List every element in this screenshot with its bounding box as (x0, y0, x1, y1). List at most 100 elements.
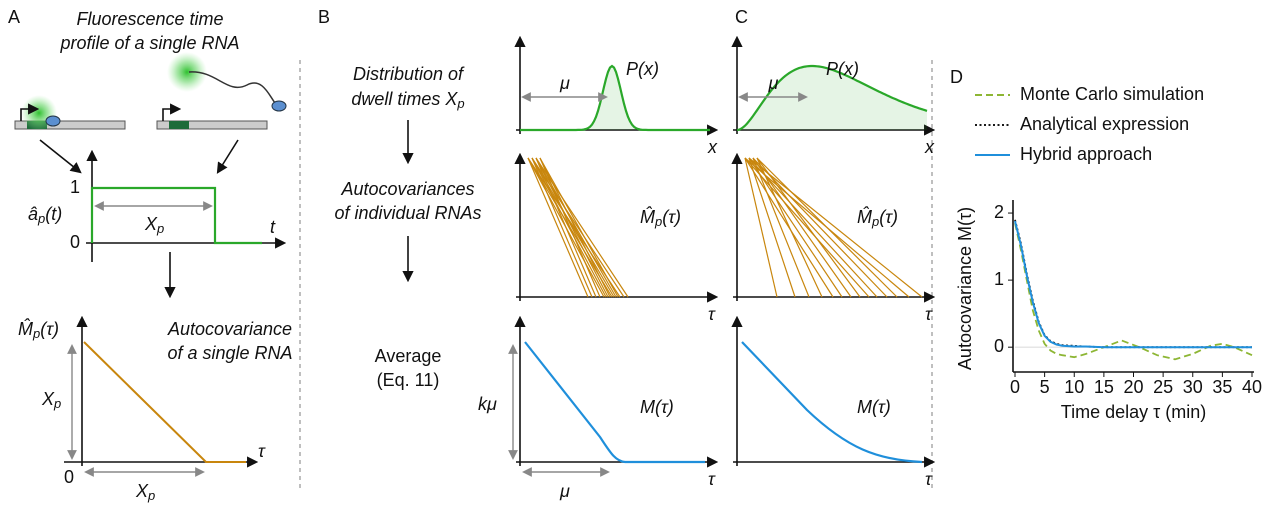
text: (τ) (40, 319, 59, 339)
autocov-line (744, 157, 910, 298)
tick-label: 1 (70, 177, 80, 197)
step-text: Distribution of (353, 64, 465, 84)
text: p (871, 214, 879, 229)
y-axis-label: Autocovariance M(τ) (955, 207, 975, 370)
axis-label: M̂p(τ) (18, 318, 59, 342)
dimension-label: kμ (478, 394, 497, 414)
text: p (32, 326, 40, 341)
text: p (147, 488, 155, 503)
autocov-line (531, 157, 615, 298)
dimension-label: Xp (144, 214, 164, 237)
average-curve (741, 341, 923, 464)
text: (t) (45, 204, 62, 224)
autocov-line (535, 157, 609, 298)
step-text: dwell times Xp (351, 89, 464, 112)
autocov-line (752, 157, 852, 298)
autocov-line (531, 157, 625, 298)
autocov-line (744, 157, 778, 298)
title-line: profile of a single RNA (59, 33, 239, 53)
autocov-line (535, 157, 629, 298)
text: M̂ (640, 206, 655, 227)
axis-label: τ (708, 304, 716, 324)
text: p (53, 396, 61, 411)
distribution-curve (520, 64, 710, 132)
panel-label: D (950, 67, 963, 87)
gene-released (156, 52, 287, 130)
curve-label: M̂p(τ) (857, 206, 898, 230)
panel-label: B (318, 7, 330, 27)
distribution-fill (520, 66, 710, 130)
autocov-line (527, 157, 605, 298)
text: p (37, 211, 45, 226)
autocov-line (748, 157, 796, 298)
origin-label: 0 (64, 467, 74, 487)
text: M̂ (18, 318, 33, 339)
step-text: (Eq. 11) (377, 370, 440, 390)
text: p (456, 96, 464, 111)
autocov-line (752, 157, 810, 298)
curve-label: P(x) (626, 59, 659, 79)
y-tick-label: 1 (994, 269, 1004, 289)
text: â (28, 204, 38, 224)
distribution-fill (737, 66, 927, 130)
x-tick-label: 40 (1242, 377, 1262, 397)
text: p (156, 221, 164, 236)
dimension-label: Xp (135, 481, 155, 504)
x-tick-label: 10 (1064, 377, 1084, 397)
dimension-label: μ (559, 73, 570, 93)
x-tick-label: 20 (1123, 377, 1143, 397)
axis-label: âp(t) (28, 204, 62, 227)
gene-bound (14, 95, 126, 131)
dimension-label: Xp (41, 389, 61, 412)
autocov-line (756, 157, 861, 298)
text: (τ) (879, 207, 898, 227)
legend-label: Analytical expression (1020, 114, 1189, 134)
step-text: Autocovariances (340, 179, 474, 199)
arrow (39, 139, 82, 174)
panel-label: A (8, 7, 20, 27)
caption-line: of a single RNA (167, 343, 292, 363)
dimension-label: μ (768, 73, 779, 93)
x-tick-label: 35 (1212, 377, 1232, 397)
text: M̂ (857, 206, 872, 227)
axis-label: τ (925, 469, 933, 489)
autocov-line (744, 157, 834, 298)
axis-label: x (707, 137, 718, 157)
series-line (1014, 219, 1252, 349)
series-line (1014, 222, 1253, 361)
autocov-line (527, 157, 621, 298)
axis-label: τ (258, 441, 266, 461)
average-curve (524, 341, 705, 464)
series-line (1014, 220, 1252, 349)
axis-label: τ (708, 469, 716, 489)
text: X (41, 389, 55, 409)
caption-line: Autocovariance (167, 319, 292, 339)
panel-label: C (735, 7, 748, 27)
x-tick-label: 30 (1183, 377, 1203, 397)
curve-label: M̂p(τ) (640, 206, 681, 230)
text: X (135, 481, 149, 501)
y-tick-label: 0 (994, 336, 1004, 356)
dimension-label: μ (559, 481, 570, 501)
x-tick-label: 0 (1010, 377, 1020, 397)
axis-label: τ (925, 304, 933, 324)
legend-label: Hybrid approach (1020, 144, 1152, 164)
axis-label: x (924, 137, 935, 157)
text: dwell times X (351, 89, 458, 109)
step-text: Average (375, 346, 442, 366)
tick-label: 0 (70, 232, 80, 252)
curve-label: P(x) (826, 59, 859, 79)
step-text: of individual RNAs (334, 203, 481, 223)
autocov-line (752, 157, 888, 298)
text: (τ) (662, 207, 681, 227)
x-tick-label: 5 (1040, 377, 1050, 397)
curve-label: M(τ) (857, 397, 891, 417)
autocov-line (748, 157, 843, 298)
autocov-line (531, 157, 607, 298)
x-tick-label: 25 (1153, 377, 1173, 397)
autocov-line (527, 157, 589, 298)
text: X (144, 214, 158, 234)
autocov-line (744, 157, 870, 298)
legend-label: Monte Carlo simulation (1020, 84, 1204, 104)
